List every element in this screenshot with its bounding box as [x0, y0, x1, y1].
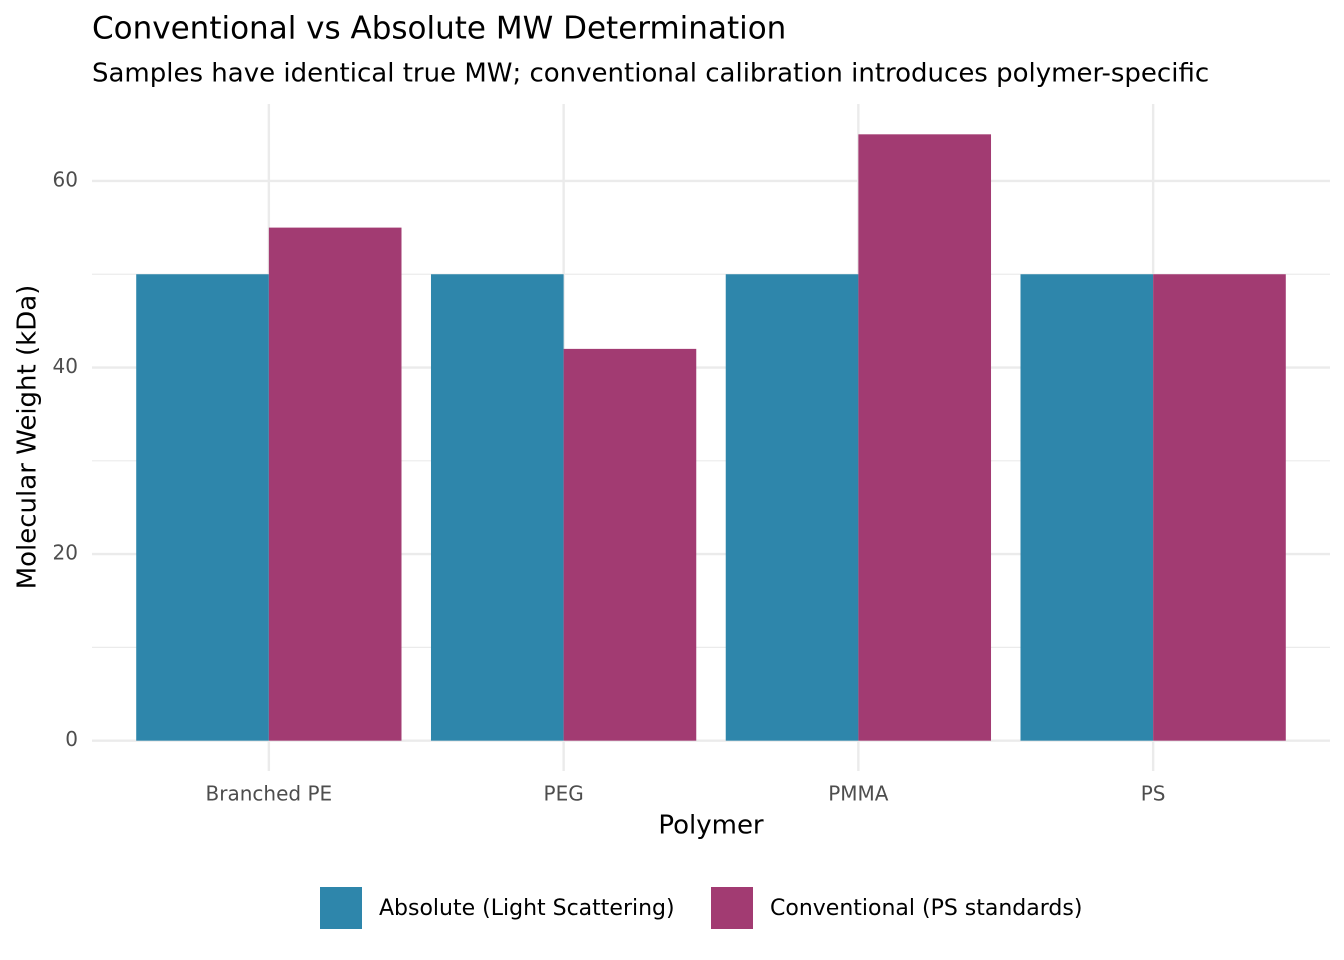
- bar: [430, 274, 564, 741]
- legend-swatch: [320, 887, 362, 929]
- x-axis-title: Polymer: [658, 811, 764, 841]
- bar: [725, 274, 859, 741]
- legend-swatch: [711, 887, 753, 929]
- y-tick-label: 60: [53, 167, 78, 191]
- bar: [563, 348, 697, 741]
- x-tick-label: PEG: [544, 782, 584, 806]
- legend-label: Conventional (PS standards): [770, 896, 1082, 921]
- legend-label: Absolute (Light Scattering): [379, 896, 675, 921]
- y-axis-title: Molecular Weight (kDa): [13, 285, 43, 590]
- y-tick-label: 40: [53, 354, 78, 378]
- x-tick-label: PS: [1141, 782, 1166, 806]
- bar: [268, 227, 402, 741]
- y-tick-label: 0: [65, 727, 78, 751]
- bar: [1020, 274, 1154, 741]
- bar: [858, 134, 992, 741]
- x-tick-label: Branched PE: [206, 782, 333, 806]
- x-tick-label: PMMA: [828, 782, 889, 806]
- chart-title: Conventional vs Absolute MW Determinatio…: [92, 11, 786, 47]
- bar: [136, 274, 269, 741]
- y-tick-label: 20: [53, 541, 78, 565]
- chart-subtitle: Samples have identical true MW; conventi…: [92, 59, 1209, 89]
- bar: [1153, 274, 1286, 741]
